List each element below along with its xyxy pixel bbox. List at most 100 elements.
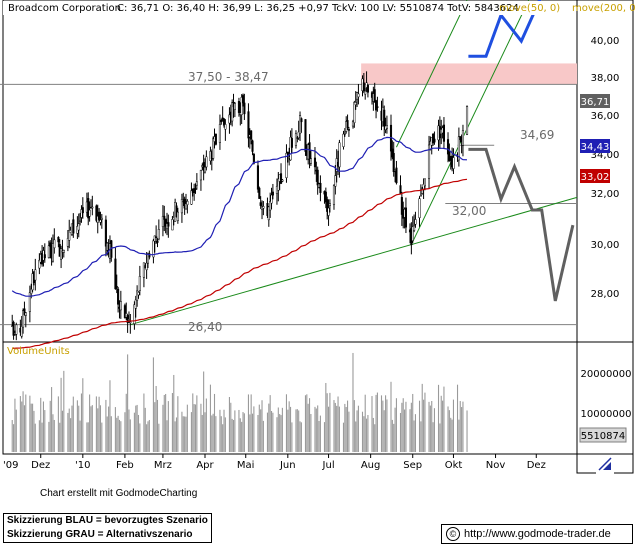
candle-body	[297, 131, 300, 139]
candle-body	[214, 133, 217, 145]
header-band	[3, 1, 573, 15]
candle-body	[194, 188, 197, 190]
candle-body	[49, 242, 52, 247]
candle-body	[411, 226, 414, 241]
candle-body	[68, 230, 71, 241]
candle-body	[366, 85, 369, 93]
candle-body	[427, 144, 431, 179]
candle-body	[452, 157, 455, 169]
candle-body	[392, 153, 395, 173]
volume-tick: 10000000	[581, 409, 632, 420]
candle-body	[298, 115, 302, 134]
source-url[interactable]: http://www.godmode-trader.de	[464, 528, 611, 540]
candle-body	[404, 207, 407, 228]
price-tick: 34,00	[591, 150, 620, 161]
price-tick: 40,00	[591, 36, 620, 47]
candle-body	[465, 106, 469, 135]
ma200-badge: 33,02	[581, 172, 610, 183]
candle-body	[256, 165, 260, 190]
ma50-badge-bg	[580, 139, 610, 153]
candle-body	[395, 167, 398, 184]
candle-body	[332, 185, 336, 205]
candle-body	[262, 206, 265, 209]
support-trendline	[130, 196, 578, 326]
x-tick-label: Jun	[279, 460, 296, 471]
candle-body	[270, 194, 273, 204]
candle-body	[20, 326, 23, 337]
candle-body	[250, 130, 253, 140]
legend-grey: Skizzierung GRAU = Alternativszenario	[7, 529, 193, 540]
candle-body	[326, 199, 329, 212]
candle-body	[60, 248, 63, 260]
candle-body	[251, 140, 254, 152]
candle-body	[399, 185, 402, 195]
candle-body	[357, 93, 360, 98]
candle-body	[34, 269, 37, 281]
candle-body	[137, 292, 140, 296]
x-tick-label: Jul	[322, 460, 335, 471]
chart-tool-icon[interactable]	[598, 457, 612, 471]
x-tick-label: '10	[75, 460, 90, 471]
candle-body	[72, 219, 75, 234]
candle-body	[134, 299, 137, 309]
price-tick: 28,00	[591, 289, 620, 300]
candle-body	[43, 254, 46, 259]
ma50-line	[11, 136, 468, 297]
candle-body	[104, 219, 107, 247]
candle-body	[289, 137, 292, 161]
candle-body	[375, 100, 378, 111]
candle-body	[212, 138, 215, 159]
candle-body	[313, 157, 317, 168]
candle-body	[277, 178, 280, 191]
candle-body	[81, 207, 84, 214]
copyright-icon: ©	[446, 527, 460, 542]
candle-body	[290, 138, 293, 148]
candle-body	[87, 198, 90, 219]
candle-body	[413, 225, 416, 231]
candle-body	[319, 182, 322, 193]
candle-body	[342, 133, 345, 147]
candle-body	[233, 103, 236, 110]
ma200-badge-bg	[580, 169, 610, 183]
candle-body	[199, 169, 202, 181]
candle-body	[221, 117, 224, 120]
candle-body	[373, 89, 376, 103]
candle-body	[271, 191, 274, 196]
price-tick: 32,00	[591, 189, 620, 200]
source-url-box[interactable]: © http://www.godmode-trader.de	[441, 524, 633, 544]
candle-body	[119, 301, 122, 311]
candle-body	[457, 136, 460, 161]
ma200-legend: move(200, 0)	[572, 3, 635, 14]
candle-body	[421, 188, 424, 194]
candle-body	[117, 288, 120, 305]
candle-body	[240, 97, 243, 116]
candle-body	[91, 206, 94, 209]
channel-upper-line	[395, 0, 468, 148]
candle-body	[222, 118, 226, 126]
candle-body	[99, 219, 102, 223]
level-34-69-label: 34,69	[520, 128, 554, 142]
candle-body	[338, 142, 341, 168]
candle-body	[383, 109, 386, 127]
candle-body	[145, 262, 148, 271]
candle-body	[88, 209, 91, 217]
candle-body	[53, 239, 56, 249]
candle-body	[218, 124, 221, 143]
candle-body	[228, 114, 231, 124]
candle-body	[442, 124, 446, 142]
candle-body	[146, 252, 150, 264]
quote-text: C: 36,71 O: 36,40 H: 36,99 L: 36,25 +0,9…	[117, 3, 519, 14]
candle-body	[47, 245, 50, 258]
x-tick-label: Dez	[31, 460, 50, 471]
candle-body	[148, 253, 151, 258]
candle-body	[193, 188, 196, 194]
x-tick-label: Nov	[486, 460, 506, 471]
price-panel-frame	[2, 0, 578, 343]
candle-body	[152, 240, 155, 258]
candle-body	[354, 102, 357, 106]
candle-body	[23, 308, 26, 315]
candle-body	[79, 220, 82, 222]
candle-body	[95, 205, 98, 221]
volume-badge: 5510874	[581, 431, 626, 442]
